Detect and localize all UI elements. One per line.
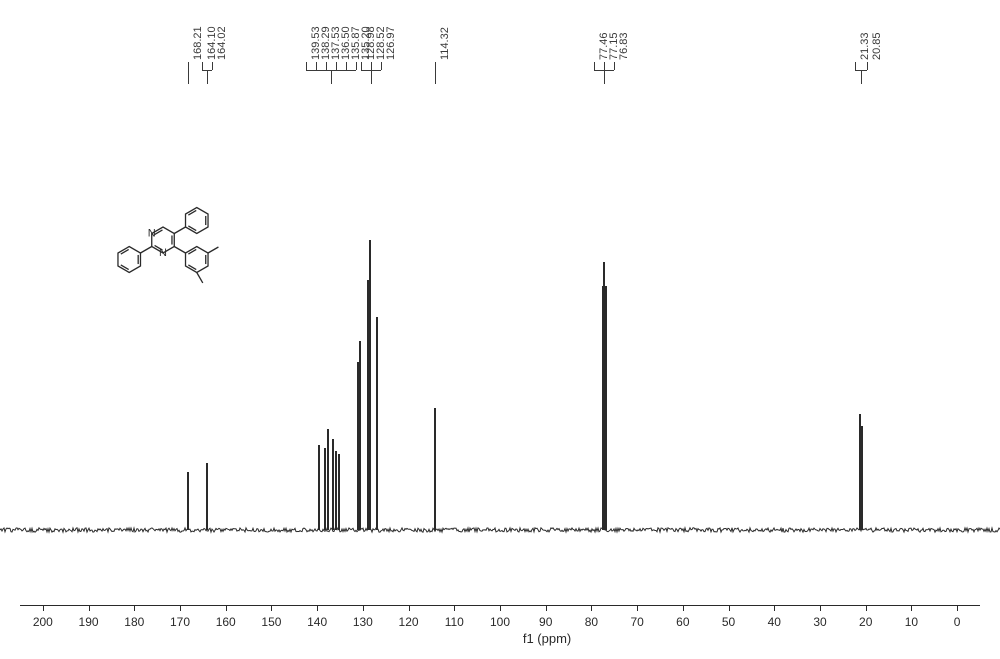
peak-ppm-label: 114.32	[439, 27, 451, 60]
nmr-peak	[376, 317, 378, 531]
axis-tick-label: 30	[813, 615, 826, 629]
axis-tick	[134, 605, 135, 611]
axis-tick	[180, 605, 181, 611]
peak-label-tick	[614, 62, 615, 70]
axis-tick-label: 170	[170, 615, 190, 629]
peak-label-tick	[336, 62, 337, 70]
nmr-peak	[318, 445, 320, 530]
axis-tick-label: 10	[905, 615, 918, 629]
molecule-structure: NN	[85, 140, 255, 310]
axis-tick-label: 160	[216, 615, 236, 629]
svg-text:N: N	[159, 247, 167, 259]
axis-tick	[591, 605, 592, 611]
nmr-peak	[861, 426, 863, 530]
peak-label-tick	[202, 62, 203, 70]
axis-tick-label: 100	[490, 615, 510, 629]
peak-label-stem	[331, 70, 332, 84]
peak-label-tick	[371, 62, 372, 70]
peak-label-tick	[356, 62, 357, 70]
axis-tick-label: 20	[859, 615, 872, 629]
nmr-peak	[338, 454, 340, 530]
axis-tick-label: 90	[539, 615, 552, 629]
axis-tick-label: 110	[445, 615, 464, 629]
peak-ppm-label: 76.83	[618, 32, 630, 60]
peak-label-tick	[316, 62, 317, 70]
peak-label-tick	[381, 62, 382, 70]
peak-ppm-label: 20.85	[871, 32, 883, 60]
nmr-figure: 168.21164.10164.02139.53138.29137.53136.…	[0, 0, 1000, 659]
axis-tick	[637, 605, 638, 611]
nmr-peak	[187, 472, 189, 530]
axis-tick	[43, 605, 44, 611]
peak-label-tick	[604, 62, 605, 70]
peak-label-stem	[604, 70, 605, 84]
axis-tick	[911, 605, 912, 611]
peak-ppm-label: 21.33	[859, 32, 871, 60]
peak-label-tick	[188, 62, 189, 70]
axis-tick-label: 190	[79, 615, 99, 629]
nmr-peak	[434, 408, 436, 530]
svg-text:N: N	[148, 227, 156, 239]
axis-tick-label: 50	[722, 615, 735, 629]
axis-tick	[683, 605, 684, 611]
peak-label-tick	[346, 62, 347, 70]
nmr-peak	[359, 341, 361, 530]
axis-tick	[363, 605, 364, 611]
peak-label-stem	[371, 70, 372, 84]
axis-tick-label: 200	[33, 615, 53, 629]
axis-tick	[271, 605, 272, 611]
axis-tick	[500, 605, 501, 611]
peak-label-tick	[867, 62, 868, 70]
axis-tick	[774, 605, 775, 611]
axis-tick-label: 0	[954, 615, 961, 629]
peak-label-stem	[435, 70, 436, 84]
peak-label-tick	[855, 62, 856, 70]
peak-label-tick	[435, 62, 436, 70]
peak-label-tick	[212, 62, 213, 70]
peak-label-stem	[207, 70, 208, 84]
peak-label-stem	[188, 70, 189, 84]
axis-tick-label: 180	[124, 615, 144, 629]
peak-label-tick	[361, 62, 362, 70]
axis-tick	[409, 605, 410, 611]
axis-tick	[866, 605, 867, 611]
nmr-peak	[605, 286, 607, 530]
baseline-noise	[0, 0, 1000, 659]
axis-tick	[89, 605, 90, 611]
axis-tick-label: 140	[307, 615, 327, 629]
peak-label-tick	[326, 62, 327, 70]
peak-label-stem	[861, 70, 862, 84]
nmr-peak	[324, 448, 326, 530]
axis-tick-label: 40	[768, 615, 781, 629]
axis-tick	[820, 605, 821, 611]
axis-tick-label: 80	[585, 615, 598, 629]
axis-tick-label: 150	[261, 615, 281, 629]
axis-tick	[729, 605, 730, 611]
peak-label-tick	[306, 62, 307, 70]
axis-tick-label: 70	[630, 615, 643, 629]
nmr-peak	[332, 439, 334, 531]
peak-ppm-label: 164.02	[216, 26, 228, 60]
nmr-peak	[335, 451, 337, 530]
axis-title: f1 (ppm)	[523, 631, 571, 646]
axis-tick-label: 130	[353, 615, 373, 629]
axis-tick-label: 60	[676, 615, 689, 629]
nmr-peak	[206, 466, 208, 530]
axis-tick-label: 120	[399, 615, 419, 629]
axis-tick	[957, 605, 958, 611]
axis-tick	[546, 605, 547, 611]
axis-tick	[226, 605, 227, 611]
axis-tick	[317, 605, 318, 611]
peak-ppm-label: 168.21	[192, 26, 204, 60]
axis-tick	[454, 605, 455, 611]
nmr-peak	[327, 429, 329, 530]
nmr-peak	[369, 240, 371, 530]
peak-ppm-label: 126.97	[385, 26, 397, 60]
peak-label-tick	[594, 62, 595, 70]
